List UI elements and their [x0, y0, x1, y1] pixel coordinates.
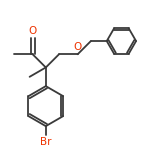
- Text: O: O: [74, 42, 82, 52]
- Text: O: O: [28, 26, 37, 36]
- Text: Br: Br: [40, 137, 52, 147]
